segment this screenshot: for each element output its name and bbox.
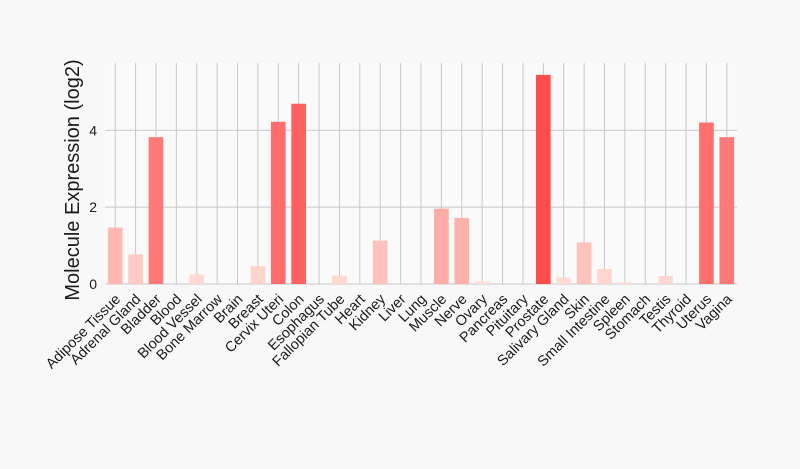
bar — [148, 137, 164, 284]
bar — [128, 254, 143, 284]
bar — [434, 208, 449, 284]
bar — [576, 242, 592, 284]
bar — [719, 137, 735, 284]
bar — [189, 274, 205, 284]
bar — [250, 266, 266, 284]
bar — [617, 282, 633, 284]
bar — [270, 121, 286, 285]
bar — [699, 122, 714, 284]
bar — [474, 281, 490, 284]
bar — [535, 74, 551, 284]
y-tick-label: 2 — [89, 199, 97, 215]
bar — [372, 240, 388, 284]
bars — [107, 74, 735, 285]
bar — [291, 103, 307, 284]
y-axis-label: Molecule Expression (log2) — [62, 59, 84, 300]
bar — [107, 227, 123, 284]
bar — [597, 269, 612, 284]
y-tick-label: 4 — [89, 122, 97, 138]
y-axis-ticks: 0 2 4 — [89, 122, 97, 292]
bar — [556, 277, 572, 284]
y-tick-label: 0 — [89, 276, 97, 292]
bar — [658, 275, 673, 284]
bar — [454, 217, 470, 284]
bar — [332, 275, 347, 284]
